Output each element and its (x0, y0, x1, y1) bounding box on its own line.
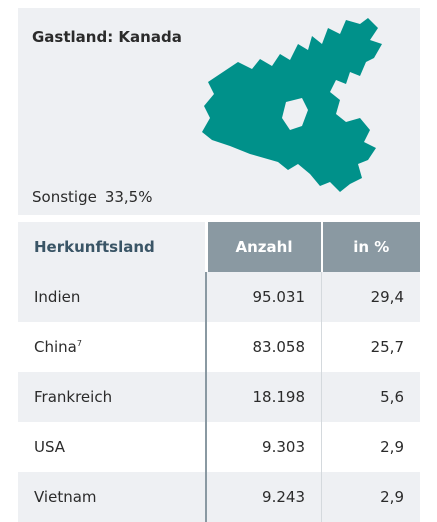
column-header: Herkunftsland (18, 222, 206, 272)
country-cell: Vietnam (18, 472, 206, 522)
map-canada (202, 18, 382, 192)
count-cell: 9.303 (205, 422, 322, 472)
other-label: Sonstige (32, 188, 97, 206)
percent-cell: 5,6 (321, 372, 420, 422)
table-row: Frankreich 18.198 5,6 (18, 372, 420, 422)
country: Vietnam (34, 488, 97, 506)
country-cell: USA (18, 422, 206, 472)
country-cell: China7 (18, 322, 206, 372)
table-row: Vietnam 9.243 2,9 (18, 472, 420, 522)
percent-cell: 2,9 (321, 472, 420, 522)
table-body: Indien 95.031 29,4 China7 83.058 25,7 Frankrei… (18, 272, 420, 522)
count-cell: 83.058 (205, 322, 322, 372)
percent-cell: 25,7 (321, 322, 420, 372)
other-share: Sonstige 33,5% (32, 188, 152, 206)
table-row: USA 9.303 2,9 (18, 422, 420, 472)
column-header: Anzahl (204, 222, 322, 272)
table-row: Indien 95.031 29,4 (18, 272, 420, 322)
title: Gastland: Kanada (32, 28, 182, 46)
country: Indien (34, 288, 81, 306)
column-header: in % (320, 222, 420, 272)
count-cell: 9.243 (205, 472, 322, 522)
percent-cell: 29,4 (321, 272, 420, 322)
country: China (34, 338, 77, 356)
footnote-ref: 7 (76, 339, 82, 348)
count-cell: 18.198 (205, 372, 322, 422)
header-row: Herkunftsland Anzahl in % (18, 222, 420, 272)
count-cell: 95.031 (205, 272, 322, 322)
table-row: China7 83.058 25,7 (18, 322, 420, 372)
percent-cell: 2,9 (321, 422, 420, 472)
other-value: 33,5% (104, 188, 153, 206)
country-cell: Indien (18, 272, 206, 322)
country: USA (34, 438, 66, 456)
origin-table: Herkunftsland Anzahl in % Indien 95.031 29… (18, 222, 420, 522)
country: Frankreich (34, 388, 113, 406)
country-cell: Frankreich (18, 372, 206, 422)
